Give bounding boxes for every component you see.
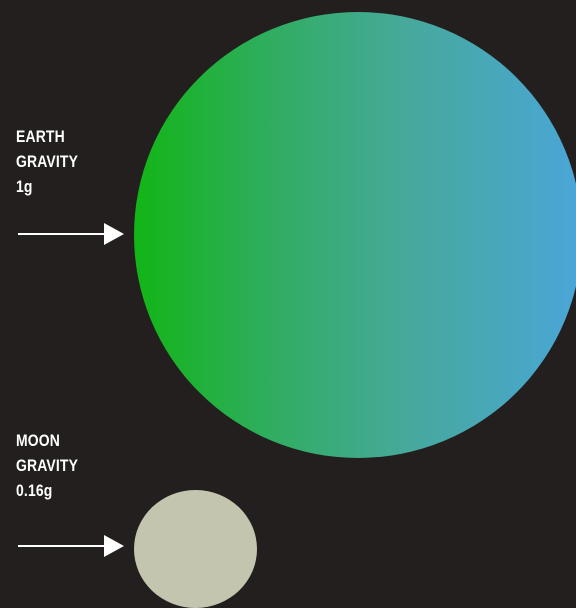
earth-label-line-2: GRAVITY — [16, 152, 79, 171]
moon-label-line-2: GRAVITY — [16, 456, 79, 475]
moon-label-line-1: MOON — [16, 431, 61, 450]
earth-label-line-3: 1g — [16, 177, 33, 196]
moon-right-arrow-icon — [18, 535, 124, 557]
earth-right-arrow-icon — [18, 223, 124, 245]
earth-label-line-1: EARTH — [16, 127, 65, 146]
moon-gravity-label: MOON GRAVITY 0.16g — [16, 428, 78, 503]
earth-circle — [134, 12, 576, 458]
moon-label-line-3: 0.16g — [16, 481, 53, 500]
earth-gravity-label: EARTH GRAVITY 1g — [16, 124, 78, 199]
moon-circle — [134, 490, 257, 608]
